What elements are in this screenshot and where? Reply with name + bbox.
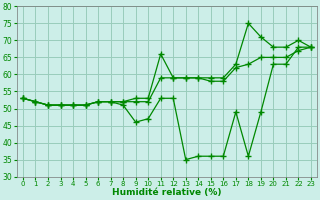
X-axis label: Humidité relative (%): Humidité relative (%) (112, 188, 222, 197)
